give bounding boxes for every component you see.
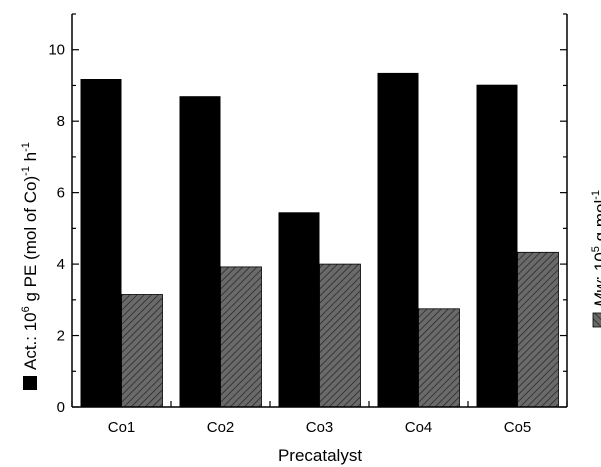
left-ylabel-exp2: -1 [20, 166, 32, 176]
y-tick-label: 0 [57, 399, 65, 416]
right-ylabel-italic: Mw [591, 279, 601, 307]
y-tick-label: 8 [57, 113, 65, 130]
right-ylabel-mid: g mol [591, 200, 601, 246]
y-tick-label: 4 [57, 256, 65, 273]
bar-series1-co3 [278, 212, 320, 407]
bars-group [80, 72, 559, 408]
left-ylabel-prefix: Act.: 10 [21, 312, 40, 370]
right-ylabel-exp1: 5 [590, 246, 601, 252]
bar-series2-co4 [418, 308, 460, 408]
ticks-group: 0 2 4 6 8 10 Co1 Co2 Co3 Co4 Co5 [48, 13, 568, 436]
right-y-axis-title: Mw: 105 g mol-1 [590, 190, 601, 328]
right-ylabel-prefix: : 10 [591, 252, 601, 280]
bar-series2-co1 [121, 294, 163, 408]
x-tick-label-co2: Co2 [207, 419, 235, 436]
y-tick-label: 6 [57, 185, 65, 202]
y-tick-label: 2 [57, 328, 65, 345]
left-legend-swatch [23, 376, 37, 390]
x-tick-label-co4: Co4 [405, 419, 433, 436]
x-tick-label-co3: Co3 [306, 419, 334, 436]
bar-series2-co3 [319, 263, 361, 408]
left-ylabel-mid: g PE (mol of Co) [21, 176, 40, 306]
svg-text:Mw: 105 g mol-1: Mw: 105 g mol-1 [590, 190, 601, 307]
x-tick-label-co1: Co1 [108, 419, 136, 436]
x-axis-title: Precatalyst [278, 446, 362, 465]
right-legend-swatch [592, 312, 601, 328]
bar-series1-co2 [179, 96, 221, 407]
left-ylabel-exp3: -1 [20, 142, 32, 152]
bar-series2-co2 [220, 266, 262, 408]
bar-series1-co4 [377, 72, 419, 408]
right-ylabel-exp2: -1 [590, 190, 601, 200]
y-tick-label: 10 [48, 42, 65, 59]
left-y-axis-title: Act.: 106 g PE (mol of Co)-1 h-1 [20, 142, 40, 390]
bar-series2-co5 [517, 251, 559, 408]
left-ylabel-suffix: h [21, 152, 40, 166]
x-tick-label-co5: Co5 [504, 419, 532, 436]
svg-text:Act.: 106 g PE (mol of Co)-1 h: Act.: 106 g PE (mol of Co)-1 h-1 [20, 142, 40, 370]
bar-series1-co5 [476, 84, 518, 407]
bar-series1-co1 [80, 79, 122, 407]
left-ylabel-exp1: 6 [20, 306, 32, 312]
